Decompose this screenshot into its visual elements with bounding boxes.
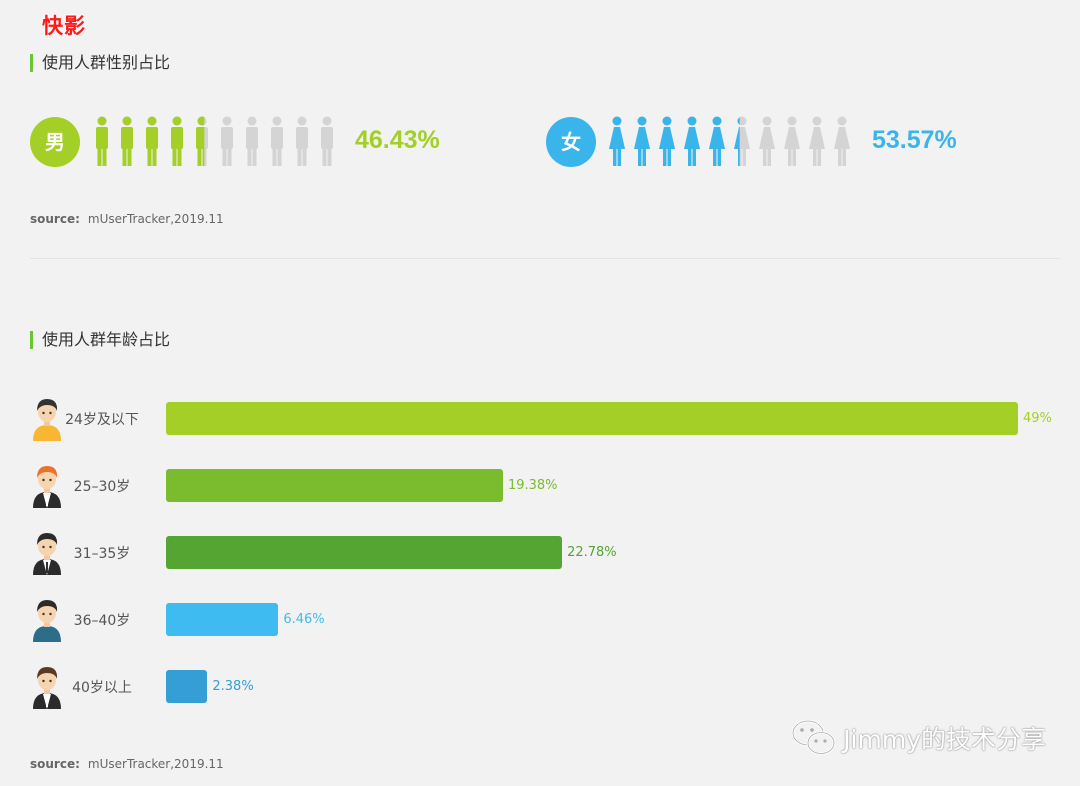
source-label: source: [30, 757, 80, 771]
watermark: Jimmy的技术分享 [791, 718, 1046, 758]
age-bar-value-label: 22.78% [567, 545, 617, 560]
age-category-label: 36–40岁 [73, 613, 131, 629]
age-bar [166, 603, 279, 636]
age-bar [166, 469, 503, 502]
female-percentage: 53.57% [872, 126, 957, 154]
age-row: 36–40岁 6.46% [0, 600, 1080, 642]
age-row: 31–35岁 22.78% [0, 533, 1080, 575]
avatar-icon [33, 600, 61, 642]
gender-section-title: 使用人群性别占比 [30, 54, 170, 72]
male-person-icon [246, 116, 258, 166]
age-row: 25–30岁 19.38% [0, 466, 1080, 508]
male-person-icon [296, 116, 308, 166]
avatar-icon [33, 667, 61, 709]
age-category-label: 24岁及以下 [65, 412, 139, 428]
female-person-icon [809, 116, 825, 166]
male-filled-icons [96, 116, 205, 166]
age-bar [166, 670, 208, 703]
male-person-icon [271, 116, 283, 166]
age-source: source: mUserTracker,2019.11 [30, 757, 224, 771]
age-row: 40岁以上 2.38% [0, 667, 1080, 709]
watermark-text: Jimmy的技术分享 [843, 725, 1046, 754]
female-badge: 女 [546, 117, 596, 167]
age-bar [166, 402, 1018, 435]
wechat-icon [791, 719, 836, 755]
male-person-icon [321, 116, 333, 166]
source-label: source: [30, 212, 80, 226]
avatar-icon [33, 399, 61, 441]
age-category-label: 40岁以上 [72, 680, 132, 696]
female-person-icon [784, 116, 800, 166]
male-badge: 男 [30, 117, 80, 167]
age-category-label: 25–30岁 [73, 479, 131, 495]
age-bar-value-label: 2.38% [212, 679, 254, 694]
female-person-icon [759, 116, 775, 166]
age-row: 24岁及以下 49% [0, 399, 1080, 441]
female-filled-icons [609, 116, 740, 166]
age-bar [166, 536, 563, 569]
age-section-title: 使用人群年龄占比 [30, 331, 170, 349]
gender-source: source: mUserTracker,2019.11 [30, 212, 224, 226]
source-value: mUserTracker,2019.11 [87, 757, 224, 771]
brand-logo: 快影 [42, 14, 86, 38]
avatar-icon [33, 466, 61, 508]
male-people-icons [96, 116, 333, 166]
section-divider [30, 258, 1060, 259]
male-person-icon [221, 116, 233, 166]
source-value: mUserTracker,2019.11 [87, 212, 224, 226]
female-people-icons [609, 116, 850, 166]
male-percentage: 46.43% [355, 126, 440, 154]
age-category-label: 31–35岁 [73, 546, 131, 562]
age-bar-value-label: 19.38% [507, 478, 558, 493]
female-person-icon [834, 116, 850, 166]
avatar-icon [33, 533, 61, 575]
age-bar-value-label: 49% [1023, 411, 1052, 426]
age-bar-value-label: 6.46% [283, 612, 325, 627]
